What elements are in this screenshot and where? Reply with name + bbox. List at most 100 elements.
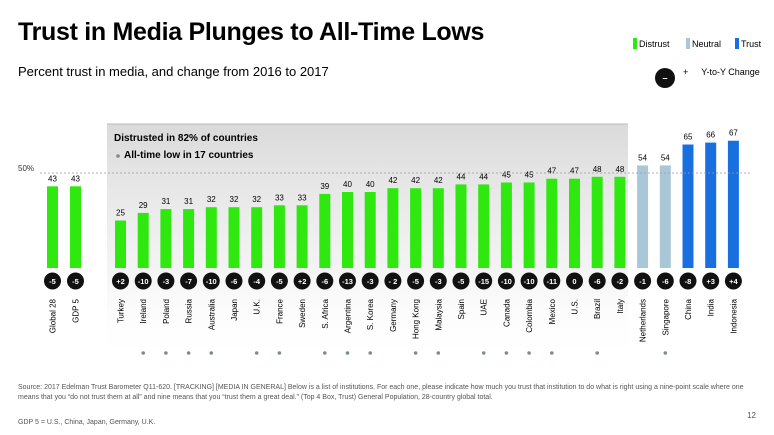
change-badge xyxy=(724,272,742,290)
change-badge xyxy=(520,272,538,290)
category-label: Indonesia xyxy=(729,298,738,333)
category-label: Spain xyxy=(457,299,466,319)
change-badge xyxy=(656,272,674,290)
change-badge xyxy=(225,272,243,290)
value-label: 48 xyxy=(615,165,624,174)
category-label: S. Africa xyxy=(321,298,330,328)
callout-bullet-icon xyxy=(116,154,120,158)
value-label: 66 xyxy=(706,131,715,140)
change-badge xyxy=(679,272,697,290)
category-label: Colombia xyxy=(525,298,534,332)
change-badge xyxy=(702,272,720,290)
change-badge xyxy=(543,272,561,290)
value-label: 42 xyxy=(434,176,443,185)
change-badge xyxy=(134,272,152,290)
change-badge xyxy=(634,272,652,290)
change-label: -13 xyxy=(342,277,353,286)
category-label: Turkey xyxy=(117,299,126,323)
all-time-low-marker xyxy=(663,351,668,355)
all-time-low-marker xyxy=(186,351,191,355)
bar xyxy=(455,184,467,268)
change-badge xyxy=(112,272,129,290)
value-label: 42 xyxy=(411,176,420,185)
page-subtitle: Percent trust in media, and change from … xyxy=(18,64,329,79)
category-label: S. Korea xyxy=(366,298,375,330)
change-badge xyxy=(429,272,447,290)
yoy-dot-symbol: – xyxy=(662,73,668,83)
change-label: -6 xyxy=(662,277,669,286)
bar xyxy=(432,188,444,268)
all-time-low-marker xyxy=(595,351,599,355)
category-label: Australia xyxy=(207,298,216,330)
bar xyxy=(319,193,331,268)
category-label: Germany xyxy=(389,299,398,332)
bar xyxy=(296,205,308,268)
bar xyxy=(387,188,399,268)
bar xyxy=(637,165,649,268)
change-label: +4 xyxy=(729,277,738,286)
category-label: Brazil xyxy=(593,299,602,319)
bar xyxy=(70,186,81,268)
change-label: -5 xyxy=(276,277,283,286)
all-time-low-marker xyxy=(254,351,259,355)
bar xyxy=(205,207,217,268)
value-label: 67 xyxy=(729,129,738,138)
legend-distrust: Distrust xyxy=(633,38,670,49)
page-title: Trust in Media Plunges to All-Time Lows xyxy=(18,18,485,46)
change-label: -7 xyxy=(185,277,192,286)
change-label: +3 xyxy=(706,277,715,286)
category-label: Netherlands xyxy=(639,299,648,342)
change-badge xyxy=(157,272,175,290)
bar xyxy=(478,184,490,268)
value-label: 31 xyxy=(184,197,193,206)
legend-distrust-swatch xyxy=(633,38,637,49)
value-label: 32 xyxy=(207,195,216,204)
all-time-low-marker xyxy=(481,351,486,355)
category-label: Singapore xyxy=(661,298,670,335)
change-label: -10 xyxy=(138,277,149,286)
legend-trust-swatch xyxy=(735,38,739,49)
category-label: U.S. xyxy=(571,299,580,315)
change-label: -5 xyxy=(458,277,465,286)
category-label: Hong Kong xyxy=(412,299,421,339)
bar xyxy=(569,178,580,268)
category-label: Japan xyxy=(230,299,239,321)
change-label: -6 xyxy=(594,277,601,286)
category-label: U.K. xyxy=(253,299,262,315)
change-label: -1 xyxy=(639,277,646,286)
yoy-dot-icon: – xyxy=(655,68,675,88)
value-label: 42 xyxy=(388,176,397,185)
fifty-percent-label: 50% xyxy=(18,164,34,173)
change-badge xyxy=(180,272,198,290)
change-label: -5 xyxy=(72,277,79,286)
bar xyxy=(228,207,240,268)
bar xyxy=(137,212,149,268)
category-label: Italy xyxy=(616,299,625,314)
value-label: 44 xyxy=(479,172,488,181)
bar xyxy=(591,176,603,268)
category-label: Russia xyxy=(185,298,194,323)
value-label: 40 xyxy=(343,180,352,189)
yoy-plus: + xyxy=(683,67,689,77)
legend-neutral-swatch xyxy=(686,38,690,49)
change-label: -15 xyxy=(478,277,489,286)
all-time-low-marker xyxy=(323,351,327,355)
change-label: -10 xyxy=(206,277,217,286)
yoy-label: Y-to-Y Change xyxy=(701,67,760,77)
bar xyxy=(115,220,126,268)
bar xyxy=(251,207,263,268)
callout-line1: Distrusted in 82% of countries xyxy=(114,133,258,144)
bar xyxy=(410,188,422,268)
change-label: -3 xyxy=(163,277,170,286)
change-badge xyxy=(566,272,583,290)
change-label: -6 xyxy=(231,277,238,286)
all-time-low-marker xyxy=(345,351,350,355)
category-label: France xyxy=(275,298,284,323)
category-label: Mexico xyxy=(548,298,557,324)
bar xyxy=(659,165,671,268)
all-time-low-marker xyxy=(164,351,168,355)
value-label: 65 xyxy=(684,133,693,142)
change-label: -5 xyxy=(412,277,419,286)
change-label: -5 xyxy=(49,277,56,286)
change-badge xyxy=(316,272,334,290)
